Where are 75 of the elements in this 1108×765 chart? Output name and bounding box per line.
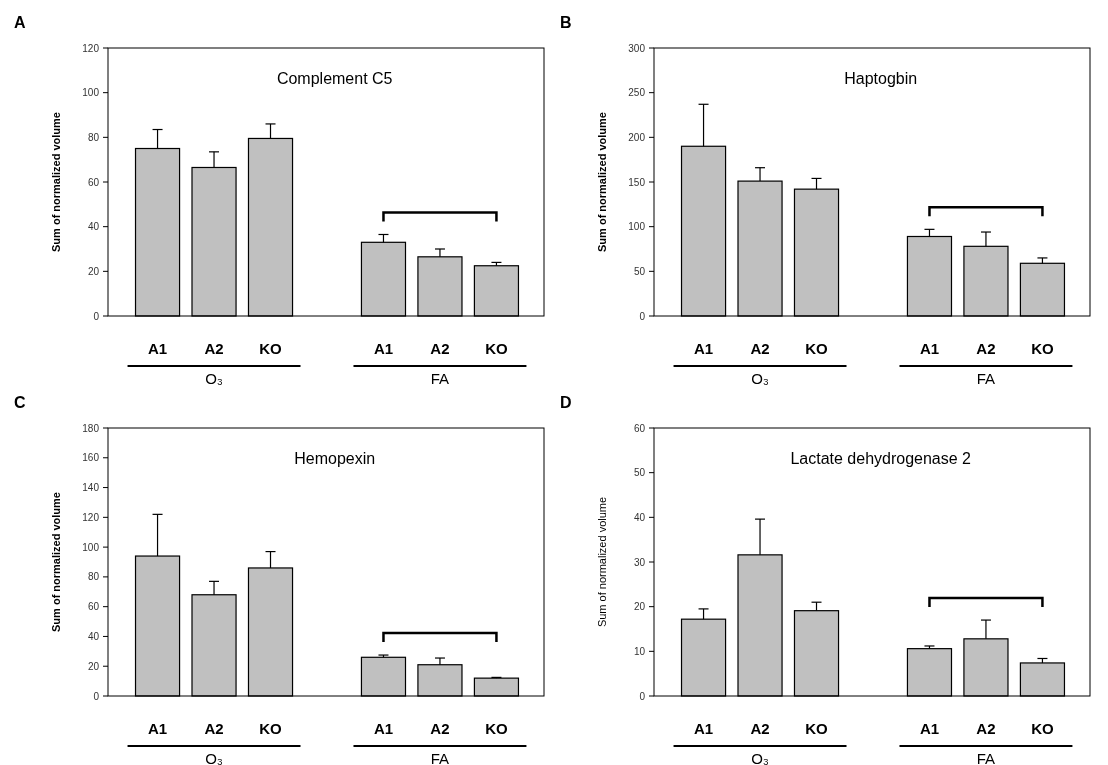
x-tick-label: A2 [204, 340, 224, 357]
y-tick-label: 150 [628, 176, 646, 188]
text: FA [976, 370, 996, 387]
y-tick-label: 60 [633, 422, 646, 434]
y-axis-title: Sum of normalized volume [50, 492, 62, 632]
text: O₃ [205, 750, 223, 765]
y-tick-label: 30 [633, 556, 646, 568]
y-tick-label: 120 [82, 511, 100, 523]
x-tick-label: A1 [919, 720, 940, 737]
y-tick-label: 80 [87, 571, 100, 583]
text: FA [430, 750, 450, 765]
x-tick-label: A2 [204, 720, 224, 737]
y-tick-label: 100 [82, 541, 100, 553]
x-tick-label: A2 [750, 340, 770, 357]
x-tick-label: A2 [430, 340, 450, 357]
y-axis-title: Sum of normalized volume [50, 112, 62, 252]
y-axis-title: Sum of normalized volume [596, 112, 608, 252]
x-tick-label: KO [1031, 720, 1055, 737]
x-tick-label: A1 [373, 340, 394, 357]
y-tick-label: 40 [633, 511, 646, 523]
x-tick-label: KO [1031, 340, 1055, 357]
text: B [560, 14, 572, 31]
text: A [14, 14, 26, 31]
y-tick-label: 50 [633, 467, 646, 479]
y-tick-label: 0 [93, 690, 100, 702]
x-tick-label: KO [259, 720, 283, 737]
y-tick-label: 0 [639, 690, 646, 702]
x-tick-label: A2 [976, 720, 996, 737]
text: C [14, 394, 26, 411]
text: O₃ [751, 750, 769, 765]
text: FA [430, 370, 450, 387]
x-tick-label: A2 [976, 340, 996, 357]
y-tick-label: 40 [87, 630, 100, 642]
y-tick-label: 60 [87, 601, 100, 613]
text: O₃ [751, 370, 769, 387]
y-tick-label: 120 [82, 42, 100, 54]
y-tick-label: 300 [628, 42, 646, 54]
x-tick-label: KO [485, 340, 509, 357]
y-tick-label: 200 [628, 131, 646, 143]
y-tick-label: 250 [628, 87, 646, 99]
y-tick-label: 0 [639, 310, 646, 322]
y-tick-label: 20 [633, 601, 646, 613]
x-tick-label: KO [485, 720, 509, 737]
y-axis-title: Sum of normalized volume [596, 496, 608, 628]
y-tick-label: 20 [87, 660, 100, 672]
y-tick-label: 20 [87, 265, 100, 277]
y-tick-label: 140 [82, 482, 100, 494]
y-tick-label: 10 [633, 645, 646, 657]
x-tick-label: A1 [693, 720, 714, 737]
x-tick-label: A1 [147, 720, 168, 737]
text: D [560, 394, 572, 411]
text: Hemopexin [294, 450, 376, 467]
text: Haptogbin [844, 70, 918, 87]
y-tick-label: 100 [82, 87, 100, 99]
x-tick-label: KO [805, 720, 829, 737]
x-tick-label: A2 [430, 720, 450, 737]
y-tick-label: 180 [82, 422, 100, 434]
x-tick-label: KO [259, 340, 283, 357]
x-tick-label: KO [805, 340, 829, 357]
text: Lactate dehydrogenase 2 [790, 450, 972, 467]
y-tick-label: 80 [87, 131, 100, 143]
x-tick-label: A1 [147, 340, 168, 357]
y-tick-label: 50 [633, 265, 646, 277]
y-tick-label: 0 [93, 310, 100, 322]
x-tick-label: A2 [750, 720, 770, 737]
y-tick-label: 160 [82, 452, 100, 464]
y-tick-label: 40 [87, 221, 100, 233]
y-tick-label: 100 [628, 221, 646, 233]
y-tick-label: 60 [87, 176, 100, 188]
text: Complement C5 [276, 70, 393, 87]
x-tick-label: A1 [919, 340, 940, 357]
text: FA [976, 750, 996, 765]
text: O₃ [205, 370, 223, 387]
x-tick-label: A1 [693, 340, 714, 357]
x-tick-label: A1 [373, 720, 394, 737]
